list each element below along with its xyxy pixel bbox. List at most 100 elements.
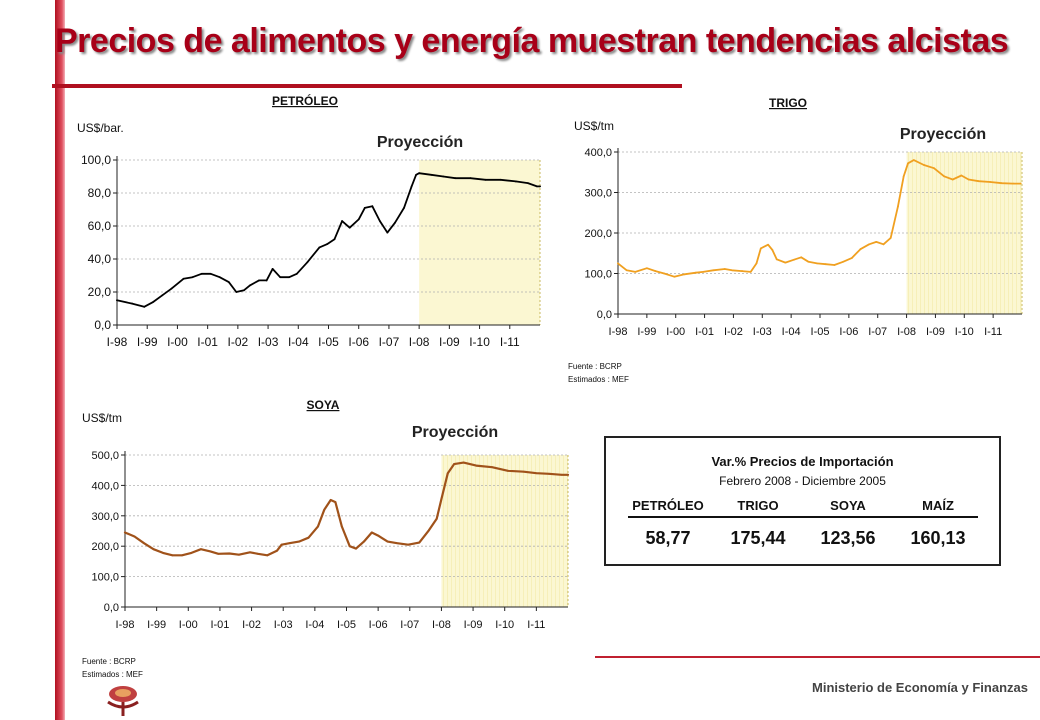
data-point [386, 540, 389, 543]
x-tick-label: I-01 [695, 326, 714, 338]
data-point [357, 218, 360, 221]
data-point [673, 275, 676, 278]
source-estimados: Estimados : MEF [82, 670, 143, 679]
table-subtitle: Febrero 2008 - Diciembre 2005 [719, 474, 886, 488]
table-value-cell: 160,13 [910, 528, 966, 548]
data-point [377, 534, 380, 537]
x-tick-label: I-06 [348, 335, 369, 349]
data-point [784, 261, 787, 264]
x-tick-label: I-05 [318, 335, 339, 349]
data-point [295, 272, 298, 275]
y-tick-label: 400,0 [584, 147, 612, 159]
x-tick-label: I-08 [432, 619, 451, 631]
chart-petroleo-svg: 0,0 20,0 40,0 60,0 80,0 100,0 I-98 I-99 I-00 I-01… [77, 93, 541, 349]
data-point [440, 498, 443, 500]
data-point [527, 182, 529, 184]
data-point [418, 541, 421, 544]
data-point [317, 525, 319, 528]
data-point [868, 243, 870, 246]
data-point [329, 499, 332, 501]
x-tick-label: I-06 [369, 619, 388, 631]
data-point [933, 167, 935, 170]
data-point [266, 554, 269, 557]
x-tick-label: I-07 [379, 335, 400, 349]
data-point [288, 542, 291, 545]
data-point [749, 270, 752, 273]
data-point [462, 461, 465, 464]
data-point [217, 552, 220, 555]
y-tick-label: 400,0 [91, 480, 119, 492]
data-point [288, 276, 291, 279]
data-point [514, 180, 517, 183]
data-point [771, 249, 774, 251]
data-point [943, 175, 945, 178]
data-point [279, 276, 282, 279]
table-value-cell: 58,77 [645, 528, 691, 548]
data-point [775, 258, 778, 261]
y-tick-label: 300,0 [584, 188, 612, 200]
x-tick-label: I-10 [955, 326, 974, 338]
table-value-cell: 123,56 [820, 528, 876, 548]
y-axis-label: US$/tm [82, 411, 122, 425]
data-point [394, 221, 396, 224]
data-point [355, 547, 357, 550]
data-point [323, 508, 326, 511]
import-prices-table: Var.% Precios de Importación Febrero 200… [604, 436, 1001, 566]
y-tick-label: 20,0 [88, 285, 112, 299]
data-point [348, 226, 351, 229]
data-point [326, 243, 328, 246]
x-tick-label: I-10 [469, 335, 490, 349]
x-tick-label: I-05 [337, 619, 356, 631]
data-point [238, 553, 240, 556]
data-point [663, 272, 666, 275]
data-point [989, 181, 992, 183]
x-tick-label: I-10 [495, 619, 514, 631]
data-point [960, 174, 963, 177]
data-point [741, 270, 743, 272]
data-point [171, 554, 174, 557]
data-point [816, 262, 819, 265]
data-point [190, 551, 193, 554]
data-point [499, 178, 502, 181]
data-point [235, 291, 238, 293]
data-point [435, 517, 438, 520]
data-point [759, 247, 762, 250]
chart-soya-svg: 0,0 100,0 200,0 300,0 400,0 500,0 I-98 I-99 I-00… [82, 398, 570, 631]
data-point [882, 243, 885, 246]
data-point [807, 260, 810, 263]
chart-soya: 0,0 100,0 200,0 300,0 400,0 500,0 I-98 I-99 I-00… [65, 395, 595, 650]
x-tick-label: I-09 [439, 335, 460, 349]
table-header-row: PETRÓLEO TRIGO SOYA MAÍZ [628, 498, 978, 518]
x-tick-label: I-98 [609, 326, 628, 338]
title-underline [52, 84, 682, 88]
x-tick-label: I-03 [274, 619, 293, 631]
chart-title: SOYA [307, 398, 340, 412]
footer-ministry-name: Ministerio de Economía y Finanzas [812, 680, 1028, 695]
x-tick-label: I-11 [527, 619, 545, 631]
x-tick-label: I-00 [666, 326, 685, 338]
data-point [506, 469, 509, 472]
footer-rule [595, 656, 1040, 658]
chart-title: PETRÓLEO [272, 93, 338, 108]
x-tick-label: I-03 [258, 335, 279, 349]
chart-petroleo: 0,0 20,0 40,0 60,0 80,0 100,0 I-98 I-99 I-00 I-01… [60, 92, 560, 372]
data-point [800, 256, 803, 259]
data-point [548, 472, 550, 475]
data-point [249, 284, 251, 287]
projection-label: Proyección [900, 126, 986, 143]
data-point [161, 294, 164, 297]
data-point [475, 464, 478, 467]
data-point [723, 268, 726, 270]
data-point [200, 548, 202, 551]
data-point [407, 543, 410, 546]
y-tick-label: 200,0 [91, 541, 119, 553]
data-point [539, 185, 541, 188]
y-tick-label: 100,0 [91, 572, 119, 584]
data-point [859, 248, 862, 251]
page-title: Precios de alimentos y energía muestran … [55, 22, 1009, 60]
data-point [170, 287, 173, 290]
ministry-logo-icon [107, 686, 139, 716]
y-tick-label: 300,0 [91, 511, 119, 523]
data-point [442, 175, 445, 178]
source-fuente: Fuente : BCRP [82, 657, 136, 666]
